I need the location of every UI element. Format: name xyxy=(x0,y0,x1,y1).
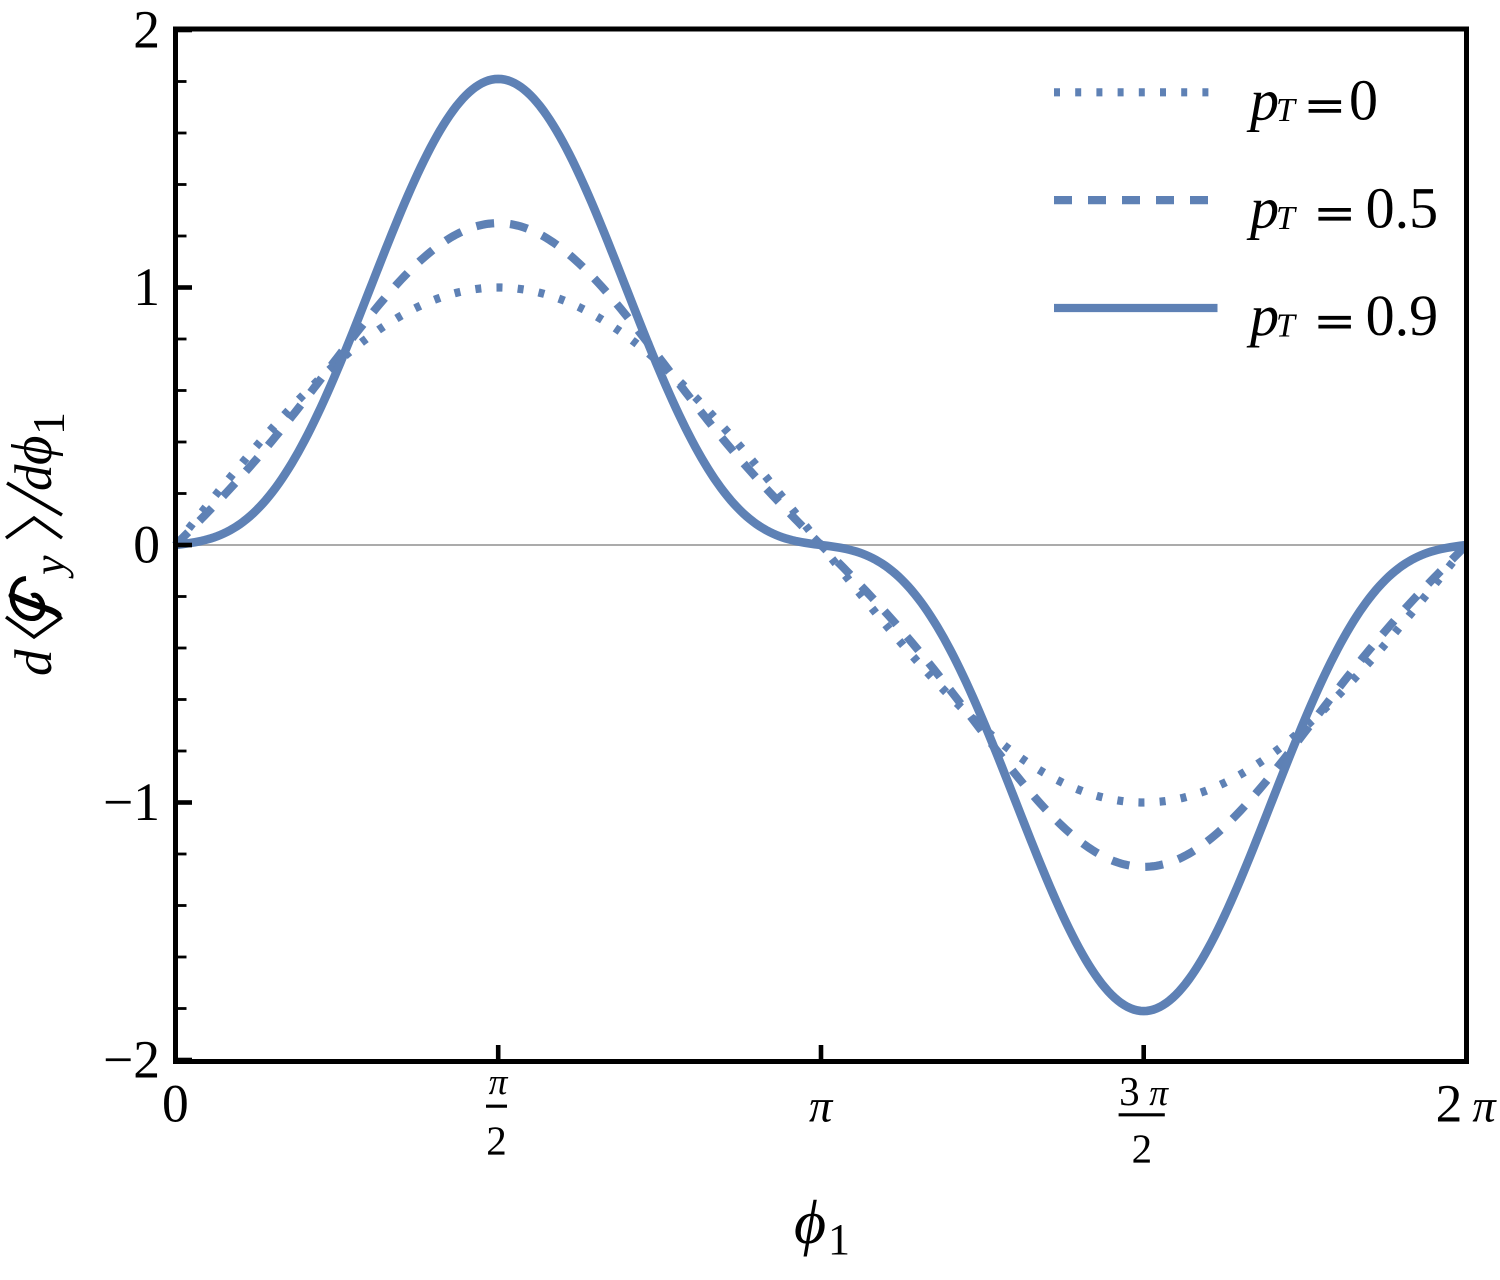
svg-text:T: T xyxy=(1276,308,1297,345)
svg-text:y: y xyxy=(25,555,74,579)
svg-text:−2: −2 xyxy=(103,1030,160,1090)
svg-text:π: π xyxy=(1472,1082,1497,1133)
svg-text:1: 1 xyxy=(828,1215,850,1264)
svg-text:2: 2 xyxy=(133,0,160,60)
svg-text:1: 1 xyxy=(133,257,160,317)
svg-text:d: d xyxy=(5,649,63,676)
svg-text:1: 1 xyxy=(23,412,74,435)
svg-text:−1: −1 xyxy=(103,772,160,832)
svg-text:0: 0 xyxy=(1349,68,1378,133)
svg-text:0.9: 0.9 xyxy=(1366,283,1439,348)
svg-text:π: π xyxy=(1149,1073,1169,1114)
svg-text:ϕ: ϕ xyxy=(794,1189,826,1257)
svg-text:2: 2 xyxy=(486,1117,507,1163)
svg-text:0.5: 0.5 xyxy=(1366,175,1439,240)
svg-text:T: T xyxy=(1276,92,1297,129)
svg-text:p: p xyxy=(1246,283,1279,348)
svg-text:p: p xyxy=(1246,68,1279,133)
svg-text:d: d xyxy=(5,464,63,491)
svg-text:π: π xyxy=(809,1082,834,1133)
svg-text:T: T xyxy=(1276,200,1297,237)
svg-text:2: 2 xyxy=(1132,1126,1153,1172)
svg-text:π: π xyxy=(489,1062,509,1103)
svg-text:p: p xyxy=(1246,175,1279,240)
svg-text:0: 0 xyxy=(133,515,160,575)
svg-text:2: 2 xyxy=(1436,1074,1463,1134)
svg-text:0: 0 xyxy=(162,1074,189,1134)
svg-text:3: 3 xyxy=(1119,1068,1140,1114)
svg-text:ϕ: ϕ xyxy=(1,435,64,465)
